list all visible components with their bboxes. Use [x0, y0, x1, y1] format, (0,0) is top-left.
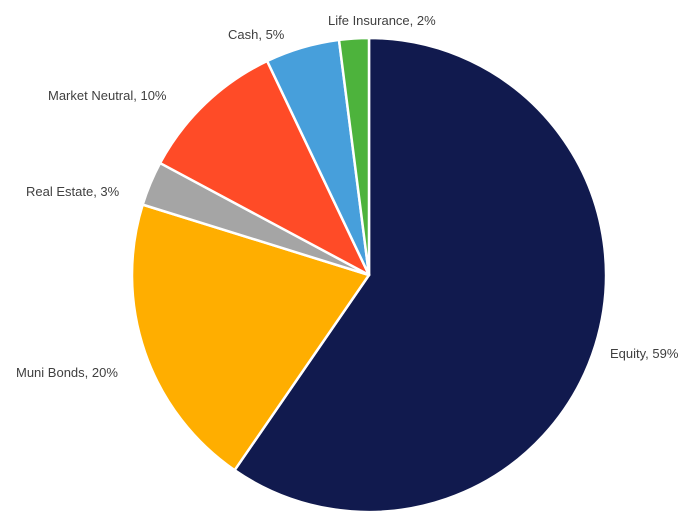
slice-market-neutral [158, 59, 371, 277]
label-equity: Equity, 59% [610, 346, 679, 361]
pie-slices [130, 36, 608, 514]
label-real-estate: Real Estate, 3% [26, 184, 120, 199]
slice-equity [233, 36, 608, 514]
pie-labels: Equity, 59% Muni Bonds, 20% Real Estate,… [16, 13, 679, 380]
slice-muni-bonds [130, 203, 371, 472]
label-market-neutral: Market Neutral, 10% [48, 88, 167, 103]
label-muni-bonds: Muni Bonds, 20% [16, 365, 118, 380]
label-cash: Cash, 5% [228, 27, 285, 42]
slice-life-insurance [337, 36, 371, 277]
label-life-insurance: Life Insurance, 2% [328, 13, 436, 28]
